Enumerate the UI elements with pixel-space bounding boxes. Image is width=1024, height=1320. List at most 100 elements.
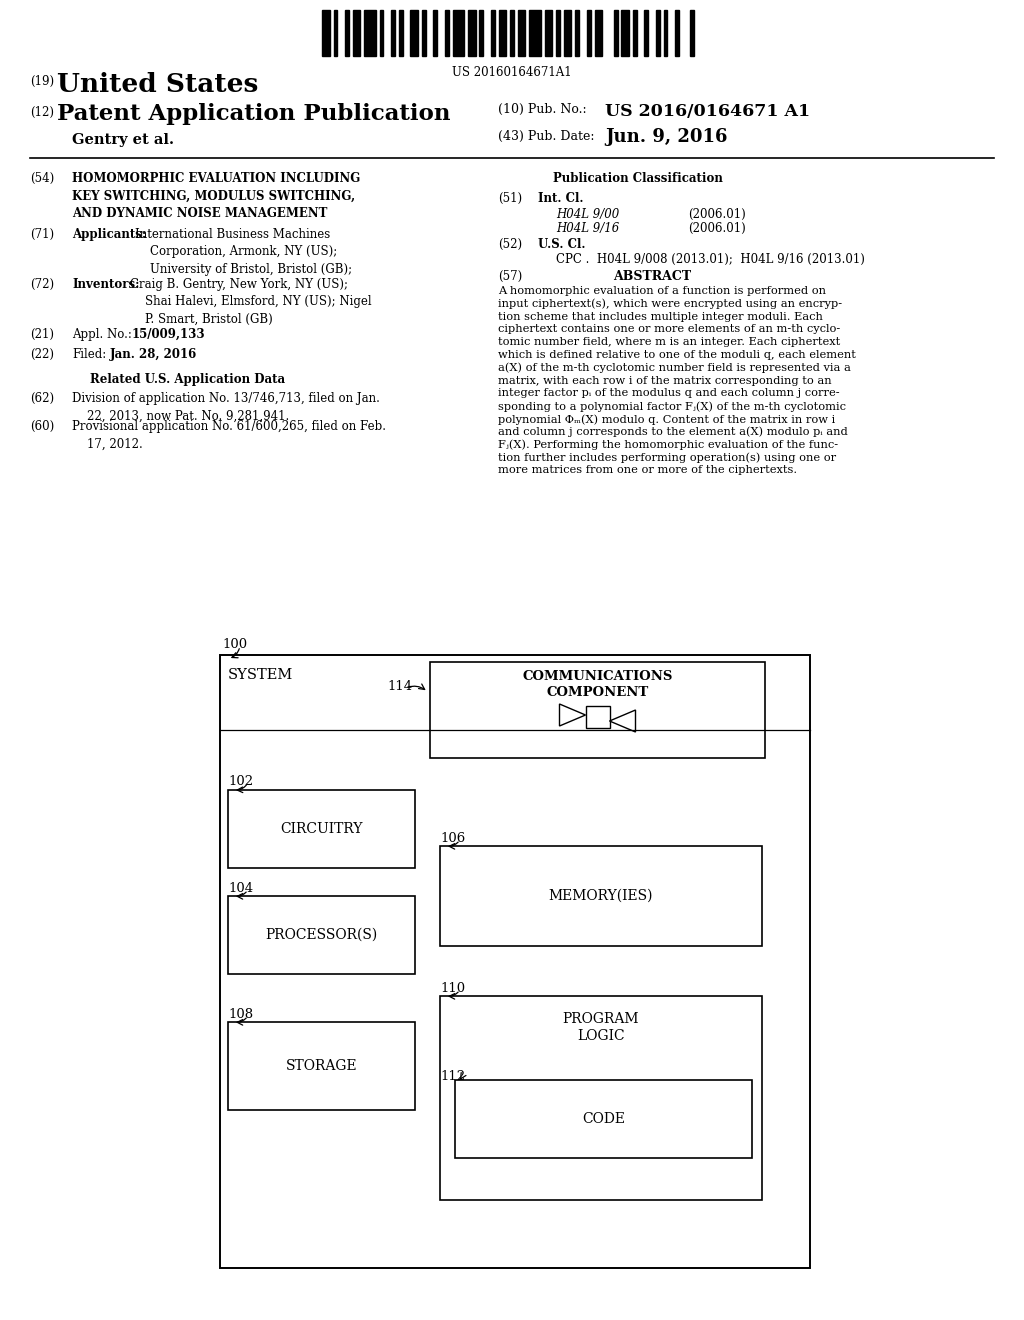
Bar bbox=[664, 11, 668, 55]
Bar bbox=[656, 11, 659, 55]
Bar bbox=[228, 789, 415, 869]
Bar bbox=[440, 997, 762, 1200]
Text: (2006.01): (2006.01) bbox=[688, 222, 745, 235]
Bar bbox=[595, 11, 602, 55]
Text: STORAGE: STORAGE bbox=[286, 1059, 357, 1073]
Bar bbox=[529, 11, 541, 55]
Bar bbox=[433, 11, 437, 55]
Text: A homomorphic evaluation of a function is performed on: A homomorphic evaluation of a function i… bbox=[498, 286, 826, 296]
Bar bbox=[690, 11, 694, 55]
Bar bbox=[575, 11, 580, 55]
Text: 104: 104 bbox=[228, 882, 253, 895]
Bar bbox=[352, 11, 360, 55]
Text: Int. Cl.: Int. Cl. bbox=[538, 191, 584, 205]
Bar bbox=[220, 655, 810, 1269]
Text: Jun. 9, 2016: Jun. 9, 2016 bbox=[605, 128, 727, 147]
Text: (54): (54) bbox=[30, 172, 54, 185]
Text: 112: 112 bbox=[440, 1071, 465, 1082]
Text: ciphertext contains one or more elements of an m-th cyclo-: ciphertext contains one or more elements… bbox=[498, 325, 841, 334]
Text: US 20160164671A1: US 20160164671A1 bbox=[453, 66, 571, 79]
Bar bbox=[440, 846, 762, 946]
Text: a(X) of the m-th cyclotomic number field is represented via a: a(X) of the m-th cyclotomic number field… bbox=[498, 363, 851, 374]
Text: more matrices from one or more of the ciphertexts.: more matrices from one or more of the ci… bbox=[498, 465, 797, 475]
Text: (2006.01): (2006.01) bbox=[688, 209, 745, 220]
Text: 102: 102 bbox=[228, 775, 253, 788]
Text: integer factor pᵢ of the modulus q and each column j corre-: integer factor pᵢ of the modulus q and e… bbox=[498, 388, 840, 399]
Text: (12): (12) bbox=[30, 106, 54, 119]
Bar bbox=[345, 11, 349, 55]
Text: tomic number field, where m is an integer. Each ciphertext: tomic number field, where m is an intege… bbox=[498, 337, 841, 347]
Bar bbox=[228, 1022, 415, 1110]
Text: ABSTRACT: ABSTRACT bbox=[613, 271, 691, 282]
Bar bbox=[622, 11, 629, 55]
Text: Inventors:: Inventors: bbox=[72, 279, 139, 290]
Bar bbox=[633, 11, 637, 55]
Text: Appl. No.:: Appl. No.: bbox=[72, 327, 132, 341]
Text: 100: 100 bbox=[222, 638, 247, 651]
Text: Fⱼ(X). Performing the homomorphic evaluation of the func-: Fⱼ(X). Performing the homomorphic evalua… bbox=[498, 440, 838, 450]
Text: (72): (72) bbox=[30, 279, 54, 290]
Text: 15/009,133: 15/009,133 bbox=[132, 327, 206, 341]
Bar bbox=[586, 706, 609, 729]
Bar bbox=[518, 11, 525, 55]
Text: (21): (21) bbox=[30, 327, 54, 341]
Text: 106: 106 bbox=[440, 832, 465, 845]
Bar bbox=[430, 663, 765, 758]
Text: CIRCUITRY: CIRCUITRY bbox=[281, 822, 362, 836]
Text: (71): (71) bbox=[30, 228, 54, 242]
Bar bbox=[365, 11, 376, 55]
Text: which is defined relative to one of the moduli q, each element: which is defined relative to one of the … bbox=[498, 350, 856, 360]
Text: Related U.S. Application Data: Related U.S. Application Data bbox=[90, 374, 285, 385]
Text: United States: United States bbox=[57, 73, 258, 96]
Text: U.S. Cl.: U.S. Cl. bbox=[538, 238, 586, 251]
Text: (51): (51) bbox=[498, 191, 522, 205]
Bar bbox=[564, 11, 571, 55]
Text: H04L 9/00: H04L 9/00 bbox=[556, 209, 620, 220]
Text: (10) Pub. No.:: (10) Pub. No.: bbox=[498, 103, 587, 116]
Text: tion further includes performing operation(s) using one or: tion further includes performing operati… bbox=[498, 453, 837, 463]
Text: (19): (19) bbox=[30, 75, 54, 88]
Text: PROGRAM
LOGIC: PROGRAM LOGIC bbox=[563, 1012, 639, 1043]
Bar bbox=[613, 11, 617, 55]
Text: International Business Machines
    Corporation, Armonk, NY (US);
    University: International Business Machines Corporat… bbox=[135, 228, 352, 276]
Text: Applicants:: Applicants: bbox=[72, 228, 146, 242]
Bar bbox=[322, 11, 330, 55]
Text: input ciphertext(s), which were encrypted using an encryp-: input ciphertext(s), which were encrypte… bbox=[498, 298, 842, 309]
Text: sponding to a polynomial factor Fⱼ(X) of the m-th cyclotomic: sponding to a polynomial factor Fⱼ(X) of… bbox=[498, 401, 846, 412]
Bar bbox=[334, 11, 337, 55]
Bar bbox=[479, 11, 483, 55]
Text: Jan. 28, 2016: Jan. 28, 2016 bbox=[110, 348, 198, 360]
Text: (60): (60) bbox=[30, 420, 54, 433]
Bar bbox=[228, 896, 415, 974]
Bar bbox=[422, 11, 426, 55]
Text: Gentry et al.: Gentry et al. bbox=[72, 133, 174, 147]
Text: tion scheme that includes multiple integer moduli. Each: tion scheme that includes multiple integ… bbox=[498, 312, 823, 322]
Text: Craig B. Gentry, New York, NY (US);
    Shai Halevi, Elmsford, NY (US); Nigel
  : Craig B. Gentry, New York, NY (US); Shai… bbox=[130, 279, 372, 326]
Text: (22): (22) bbox=[30, 348, 54, 360]
Text: 108: 108 bbox=[228, 1008, 253, 1020]
Bar bbox=[510, 11, 514, 55]
Text: HOMOMORPHIC EVALUATION INCLUDING
KEY SWITCHING, MODULUS SWITCHING,
AND DYNAMIC N: HOMOMORPHIC EVALUATION INCLUDING KEY SWI… bbox=[72, 172, 360, 220]
Text: 110: 110 bbox=[440, 982, 465, 995]
Text: 114: 114 bbox=[387, 680, 412, 693]
Text: (52): (52) bbox=[498, 238, 522, 251]
Text: Filed:: Filed: bbox=[72, 348, 106, 360]
Bar bbox=[587, 11, 591, 55]
Text: COMMUNICATIONS
COMPONENT: COMMUNICATIONS COMPONENT bbox=[522, 671, 673, 700]
Text: matrix, with each row i of the matrix corresponding to an: matrix, with each row i of the matrix co… bbox=[498, 376, 831, 385]
Bar bbox=[545, 11, 552, 55]
Text: and column j corresponds to the element a(X) modulo pᵢ and: and column j corresponds to the element … bbox=[498, 426, 848, 437]
Bar bbox=[444, 11, 449, 55]
Text: (57): (57) bbox=[498, 271, 522, 282]
Bar bbox=[411, 11, 418, 55]
Text: PROCESSOR(S): PROCESSOR(S) bbox=[265, 928, 378, 942]
Text: Provisional application No. 61/600,265, filed on Feb.
    17, 2012.: Provisional application No. 61/600,265, … bbox=[72, 420, 386, 450]
Text: MEMORY(IES): MEMORY(IES) bbox=[549, 888, 653, 903]
Text: SYSTEM: SYSTEM bbox=[228, 668, 293, 682]
Bar bbox=[453, 11, 464, 55]
Bar bbox=[398, 11, 402, 55]
Text: (43) Pub. Date:: (43) Pub. Date: bbox=[498, 129, 595, 143]
Text: Division of application No. 13/746,713, filed on Jan.
    22, 2013, now Pat. No.: Division of application No. 13/746,713, … bbox=[72, 392, 380, 422]
Text: H04L 9/16: H04L 9/16 bbox=[556, 222, 620, 235]
Bar bbox=[468, 11, 475, 55]
